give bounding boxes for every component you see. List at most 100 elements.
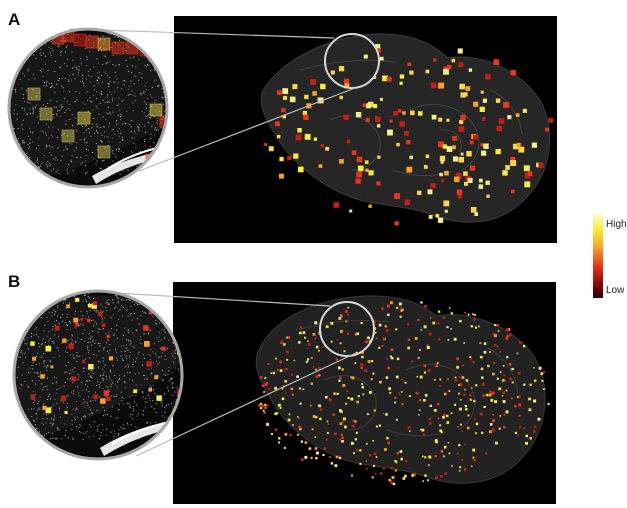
signal-spot (460, 114, 466, 121)
signal-spot (463, 92, 468, 97)
signal-spot (443, 66, 448, 71)
signal-spot (430, 183, 436, 189)
tissue-speck (116, 124, 118, 126)
signal-spot (453, 337, 457, 341)
tissue-speck (163, 96, 165, 98)
tissue-speck (168, 95, 169, 96)
tissue-speck (165, 407, 167, 409)
signal-spot (446, 378, 449, 381)
tissue-speck (91, 396, 93, 398)
signal-spot (295, 134, 302, 141)
tissue-speck (101, 320, 103, 322)
signal-spot (464, 404, 467, 408)
tissue-speck (127, 424, 129, 426)
tissue-speck (86, 380, 87, 382)
tissue-speck (110, 114, 112, 116)
tissue-speck (143, 171, 145, 173)
tissue-speck (27, 32, 29, 34)
tissue-speck (104, 414, 106, 416)
tissue-speck (113, 81, 115, 83)
tissue-speck (82, 300, 84, 302)
signal-spot (298, 417, 300, 420)
signal-spot (446, 421, 450, 424)
tissue-speck (75, 419, 77, 421)
tissue-speck (83, 371, 85, 372)
signal-spot (329, 399, 332, 402)
tissue-speck (110, 395, 112, 397)
signal-spot (510, 70, 517, 76)
tissue-speck (88, 391, 90, 393)
tissue-speck (143, 410, 144, 412)
tissue-speck (52, 424, 54, 425)
signal-spot (426, 479, 429, 482)
signal-spot (71, 376, 77, 382)
signal-cluster (73, 33, 87, 47)
tissue-speck (117, 151, 119, 153)
tissue-speck (34, 37, 36, 39)
signal-spot (524, 172, 531, 179)
tissue-speck (75, 129, 77, 131)
signal-spot (303, 114, 309, 120)
signal-spot (290, 373, 294, 376)
tissue-speck (158, 303, 160, 305)
tissue-speck (56, 83, 58, 85)
tissue-speck (160, 402, 162, 404)
tissue-speck (138, 130, 140, 132)
signal-spot (359, 449, 362, 452)
signal-spot (457, 426, 459, 428)
tissue-speck (98, 350, 100, 352)
tissue-speck (161, 305, 163, 307)
tissue-speck (100, 374, 102, 376)
tissue-speck (49, 360, 51, 362)
tissue-speck (160, 339, 162, 341)
tissue-speck (124, 382, 126, 384)
tissue-speck (76, 428, 78, 430)
signal-spot (417, 190, 422, 195)
tissue-speck (175, 399, 177, 401)
tissue-speck (110, 328, 112, 330)
signal-spot (518, 341, 522, 344)
tissue-speck (31, 332, 32, 334)
signal-spot (338, 317, 342, 320)
signal-spot (340, 433, 343, 436)
signal-spot (452, 136, 457, 141)
signal-spot (389, 119, 393, 123)
tissue-speck (103, 159, 105, 161)
tissue-speck (17, 58, 19, 60)
signal-spot (429, 316, 432, 319)
tissue-speck (57, 315, 59, 317)
tissue-speck (47, 413, 49, 415)
tissue-speck (114, 133, 116, 135)
signal-spot (483, 143, 489, 149)
tissue-speck (155, 323, 157, 325)
signal-spot (443, 392, 447, 396)
tissue-speck (99, 343, 101, 345)
tissue-speck (22, 362, 24, 364)
tissue-speck (48, 145, 50, 147)
tissue-speck (108, 136, 110, 138)
signal-spot (301, 458, 304, 461)
tissue-speck (31, 416, 33, 417)
tissue-speck (57, 388, 59, 390)
tissue-speck (112, 160, 114, 162)
tissue-speck (164, 412, 166, 414)
tissue-speck (102, 360, 104, 362)
tissue-speck (139, 72, 141, 74)
tissue-speck (159, 322, 161, 324)
signal-spot (459, 466, 462, 469)
tissue-speck (164, 305, 166, 307)
signal-spot (62, 338, 67, 343)
tissue-speck (114, 294, 116, 296)
tissue-speck (64, 97, 66, 99)
tissue-speck (108, 83, 110, 85)
signal-spot (292, 84, 298, 90)
tissue-speck (143, 90, 145, 92)
tissue-speck (151, 372, 153, 374)
signal-spot (463, 342, 465, 344)
signal-cluster (97, 37, 111, 51)
tissue-speck (127, 70, 129, 72)
signal-spot (387, 129, 393, 136)
signal-spot (467, 313, 470, 316)
tissue-speck (31, 399, 33, 401)
tissue-speck (91, 76, 93, 78)
